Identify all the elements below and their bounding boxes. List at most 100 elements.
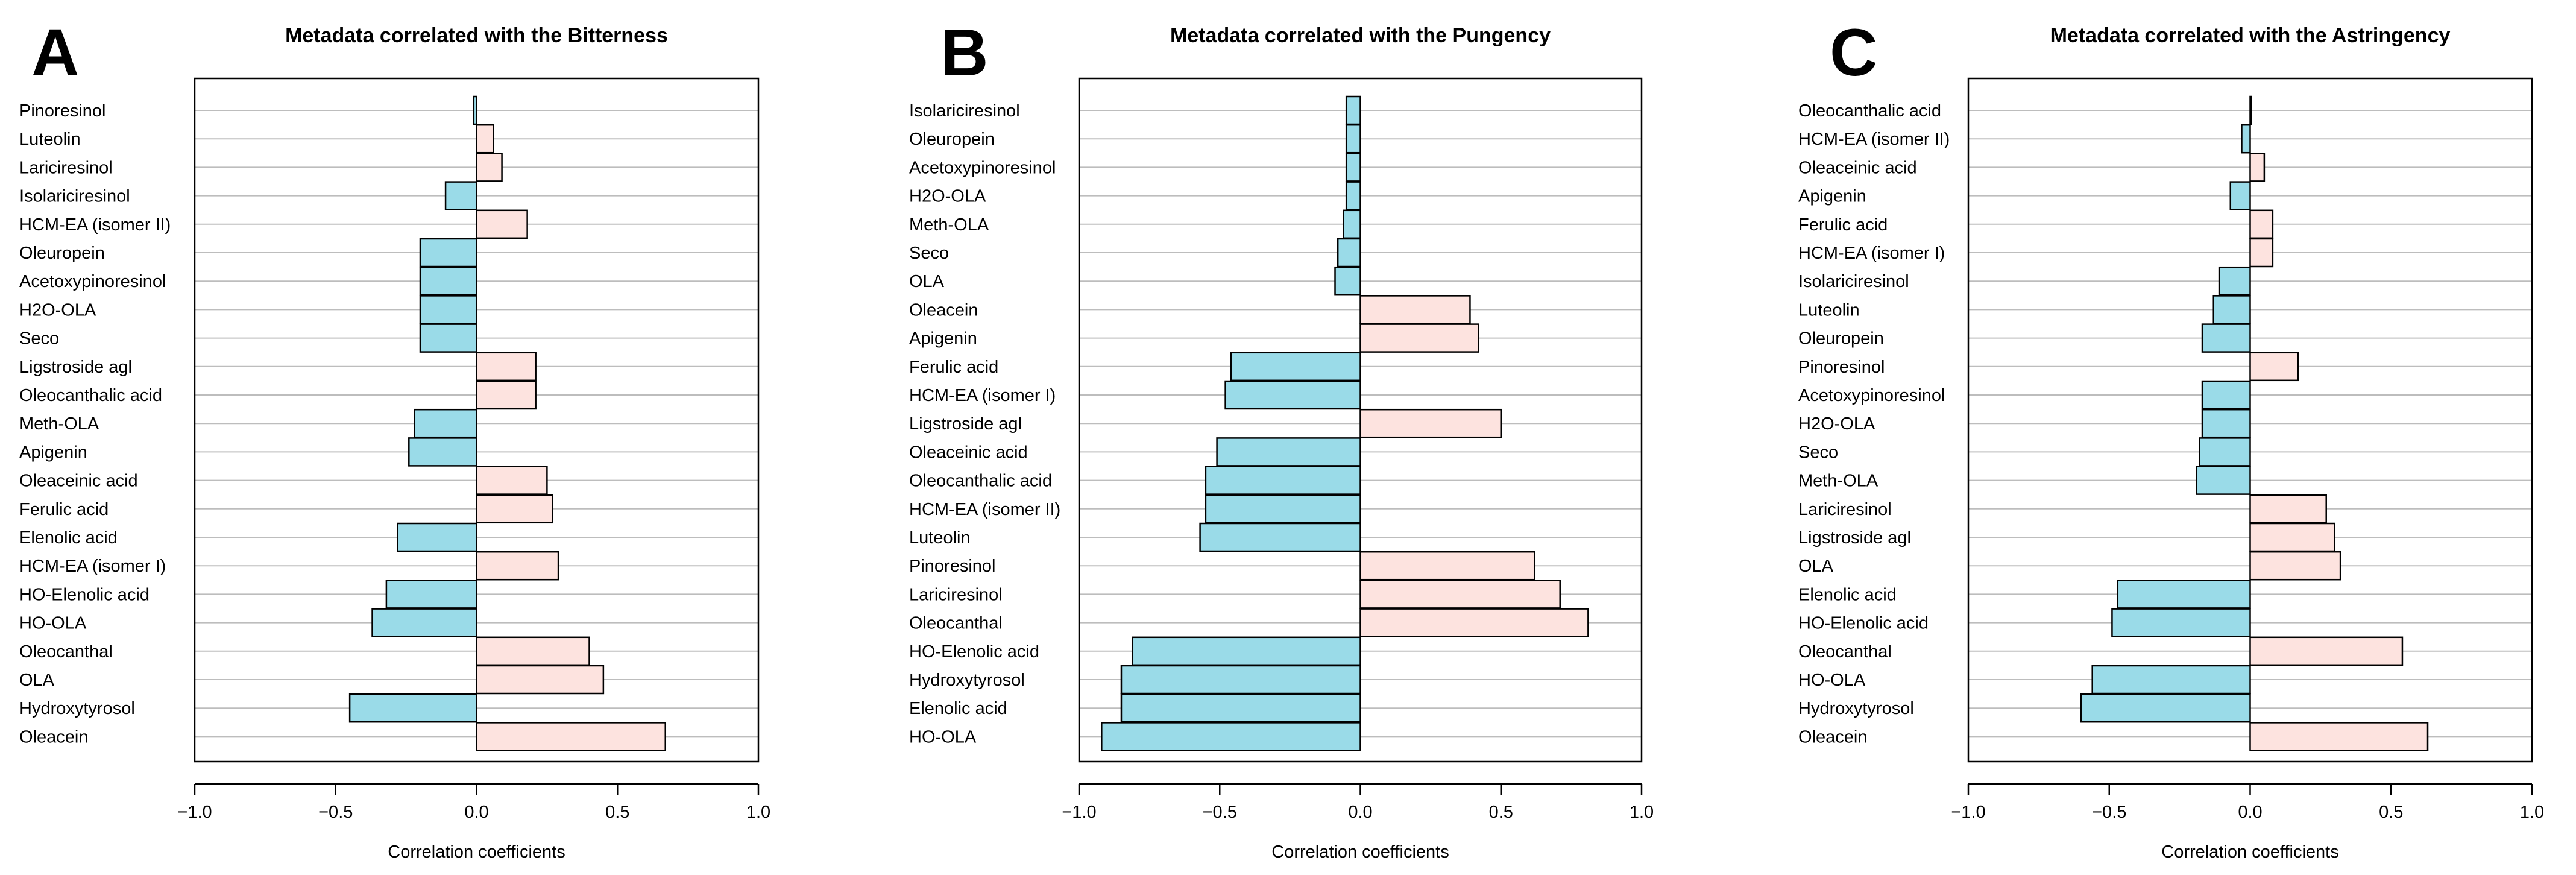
bar [476, 466, 548, 495]
bar [476, 551, 559, 581]
category-label: Lariciresinol [909, 585, 1003, 604]
x-axis-title: Correlation coefficients [2161, 842, 2338, 862]
category-label: Oleuropein [19, 244, 105, 263]
category-label: Oleocanthalic acid [909, 472, 1052, 491]
category-label: Apigenin [19, 443, 87, 462]
category-label: Oleocanthalic acid [1798, 101, 1941, 121]
bar [1359, 408, 1502, 438]
bar [476, 124, 494, 154]
bar [2249, 352, 2299, 382]
bar [2201, 380, 2251, 410]
x-tick-label: −1.0 [1951, 803, 1985, 822]
category-label: HO-Elenolic acid [19, 585, 150, 604]
category-label: Luteolin [909, 528, 971, 548]
category-label: Elenolic acid [1798, 585, 1897, 604]
bar [419, 238, 477, 268]
category-label: Oleacein [19, 727, 88, 747]
bar [1216, 437, 1361, 467]
x-axis-title: Correlation coefficients [388, 842, 565, 862]
bar [1359, 580, 1561, 609]
bar [1359, 551, 1535, 581]
category-label: Hydroxytyrosol [19, 699, 135, 718]
x-axis-title: Correlation coefficients [1271, 842, 1449, 862]
x-tick-label: −0.5 [318, 803, 353, 822]
category-label: Seco [909, 244, 949, 263]
chart-panel-b: B Metadata correlated with the Pungency Is… [909, 16, 1654, 862]
bar [348, 693, 477, 723]
bar [1334, 266, 1361, 296]
category-label: Hydroxytyrosol [909, 671, 1025, 690]
x-tick-label: 0.5 [2379, 803, 2403, 822]
bar [476, 494, 553, 524]
category-label: Meth-OLA [909, 215, 989, 235]
bar [1345, 153, 1361, 182]
x-tick-label: −0.5 [1203, 803, 1237, 822]
category-label: OLA [909, 272, 945, 291]
category-label: Meth-OLA [19, 414, 99, 434]
category-label: Oleacein [1798, 727, 1867, 747]
category-label: Ferulic acid [19, 500, 109, 519]
bar [1132, 636, 1361, 666]
bar [1230, 352, 1361, 382]
bar [2201, 408, 2251, 438]
category-label: Oleuropein [1798, 329, 1884, 349]
category-label: Ligstroside agl [909, 414, 1022, 434]
category-label: H2O-OLA [909, 187, 986, 206]
category-label: H2O-OLA [19, 300, 96, 320]
category-label: HCM-EA (isomer I) [1798, 244, 1945, 263]
category-label: Luteolin [1798, 300, 1860, 320]
category-label: Ferulic acid [909, 358, 998, 377]
x-tick-label: 0.0 [2238, 803, 2262, 822]
category-label: Oleocanthal [909, 614, 1003, 633]
category-label: Oleaceinic acid [19, 472, 138, 491]
bar [2091, 665, 2251, 695]
category-label: OLA [19, 671, 55, 690]
category-label: HCM-EA (isomer II) [1798, 130, 1950, 149]
bar [2196, 466, 2251, 495]
bar [2199, 437, 2251, 467]
plot-frame [1967, 77, 2533, 763]
category-label: Isolariciresinol [1798, 272, 1909, 291]
bar [1224, 380, 1361, 410]
chart-title: Metadata correlated with the Pungency [1170, 24, 1551, 47]
bar [2249, 636, 2404, 666]
category-label: Pinoresinol [19, 101, 105, 121]
bar [408, 437, 477, 467]
bar [1345, 124, 1361, 154]
category-label: Oleocanthal [1798, 642, 1892, 662]
plot-frame [1078, 77, 1643, 763]
category-label: Oleaceinic acid [1798, 158, 1917, 177]
bar [2249, 238, 2274, 268]
category-label: Lariciresinol [19, 158, 113, 177]
bar [476, 722, 666, 751]
category-label: Acetoxypinoresinol [19, 272, 166, 291]
panel-letter: C [1830, 16, 1877, 90]
category-label: HO-Elenolic acid [1798, 614, 1929, 633]
category-label: Elenolic acid [909, 699, 1007, 718]
bar [2249, 722, 2429, 751]
plot-frame [194, 77, 760, 763]
category-label: Meth-OLA [1798, 472, 1878, 491]
category-label: Isolariciresinol [909, 101, 1020, 121]
panel-letter: A [31, 16, 79, 90]
category-label: Ligstroside agl [1798, 528, 1911, 548]
x-tick-label: 0.5 [1489, 803, 1513, 822]
bar [1205, 466, 1361, 495]
category-label: Elenolic acid [19, 528, 118, 548]
x-tick-label: −0.5 [2092, 803, 2126, 822]
x-tick-label: 0.0 [464, 803, 488, 822]
x-tick-label: −1.0 [1062, 803, 1096, 822]
category-label: H2O-OLA [1798, 414, 1875, 434]
bar [419, 266, 477, 296]
bar [476, 153, 503, 182]
category-label: HCM-EA (isomer I) [19, 557, 166, 576]
category-label: Hydroxytyrosol [1798, 699, 1914, 718]
bar [2249, 153, 2266, 182]
category-label: Oleuropein [909, 130, 995, 149]
bar [2201, 323, 2251, 353]
bar [1359, 295, 1471, 324]
bar [476, 665, 605, 695]
bar [1120, 693, 1361, 723]
category-label: Apigenin [909, 329, 977, 349]
